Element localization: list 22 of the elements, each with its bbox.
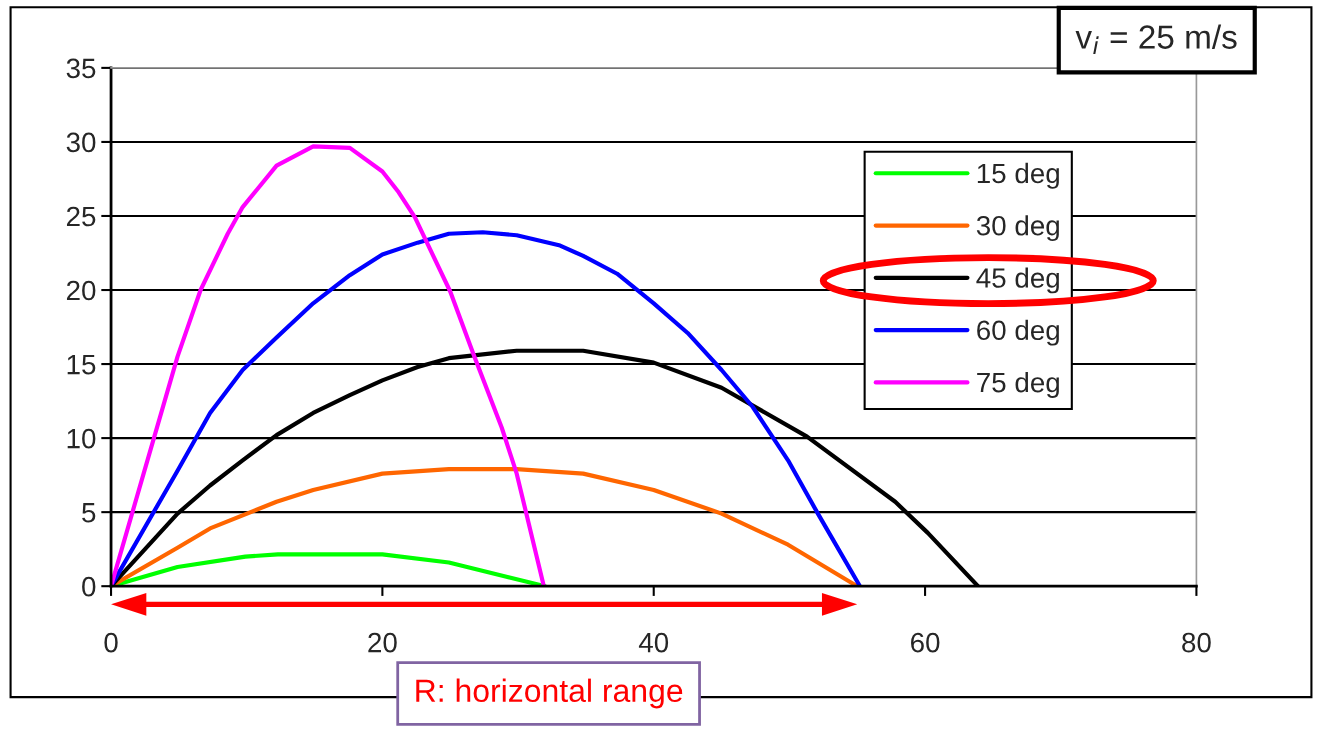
y-tick-label: 30 [66, 132, 96, 153]
y-tick-label: 15 [67, 355, 96, 375]
legend-label: 30 deg [976, 215, 1059, 242]
legend-label: 60 deg [977, 319, 1059, 346]
line-series [111, 144, 546, 587]
text: R: horizontal range [416, 678, 683, 709]
x-tick-label: 80 [1182, 632, 1211, 653]
y-tick-label: 10 [67, 428, 96, 449]
legend-label: 75 deg [977, 371, 1059, 398]
x-tick-label: 60 [911, 632, 940, 653]
y-tick-label: 5 [82, 503, 96, 523]
y-tick-label: 0 [82, 576, 96, 597]
x-tick-label: 20 [368, 632, 397, 653]
x-tick-label: 0 [104, 632, 118, 653]
y-tick-label: 20 [66, 280, 96, 301]
y-tick-label: 25 [66, 206, 96, 227]
y-tick-label: 35 [66, 58, 96, 79]
text: v$_{i}$ = 25 m/s [1075, 24, 1237, 55]
line-series [111, 230, 863, 587]
legend-label: 15 deg [977, 162, 1059, 189]
legend-label: 45 deg [976, 267, 1059, 294]
x-tick-label: 40 [638, 632, 669, 653]
